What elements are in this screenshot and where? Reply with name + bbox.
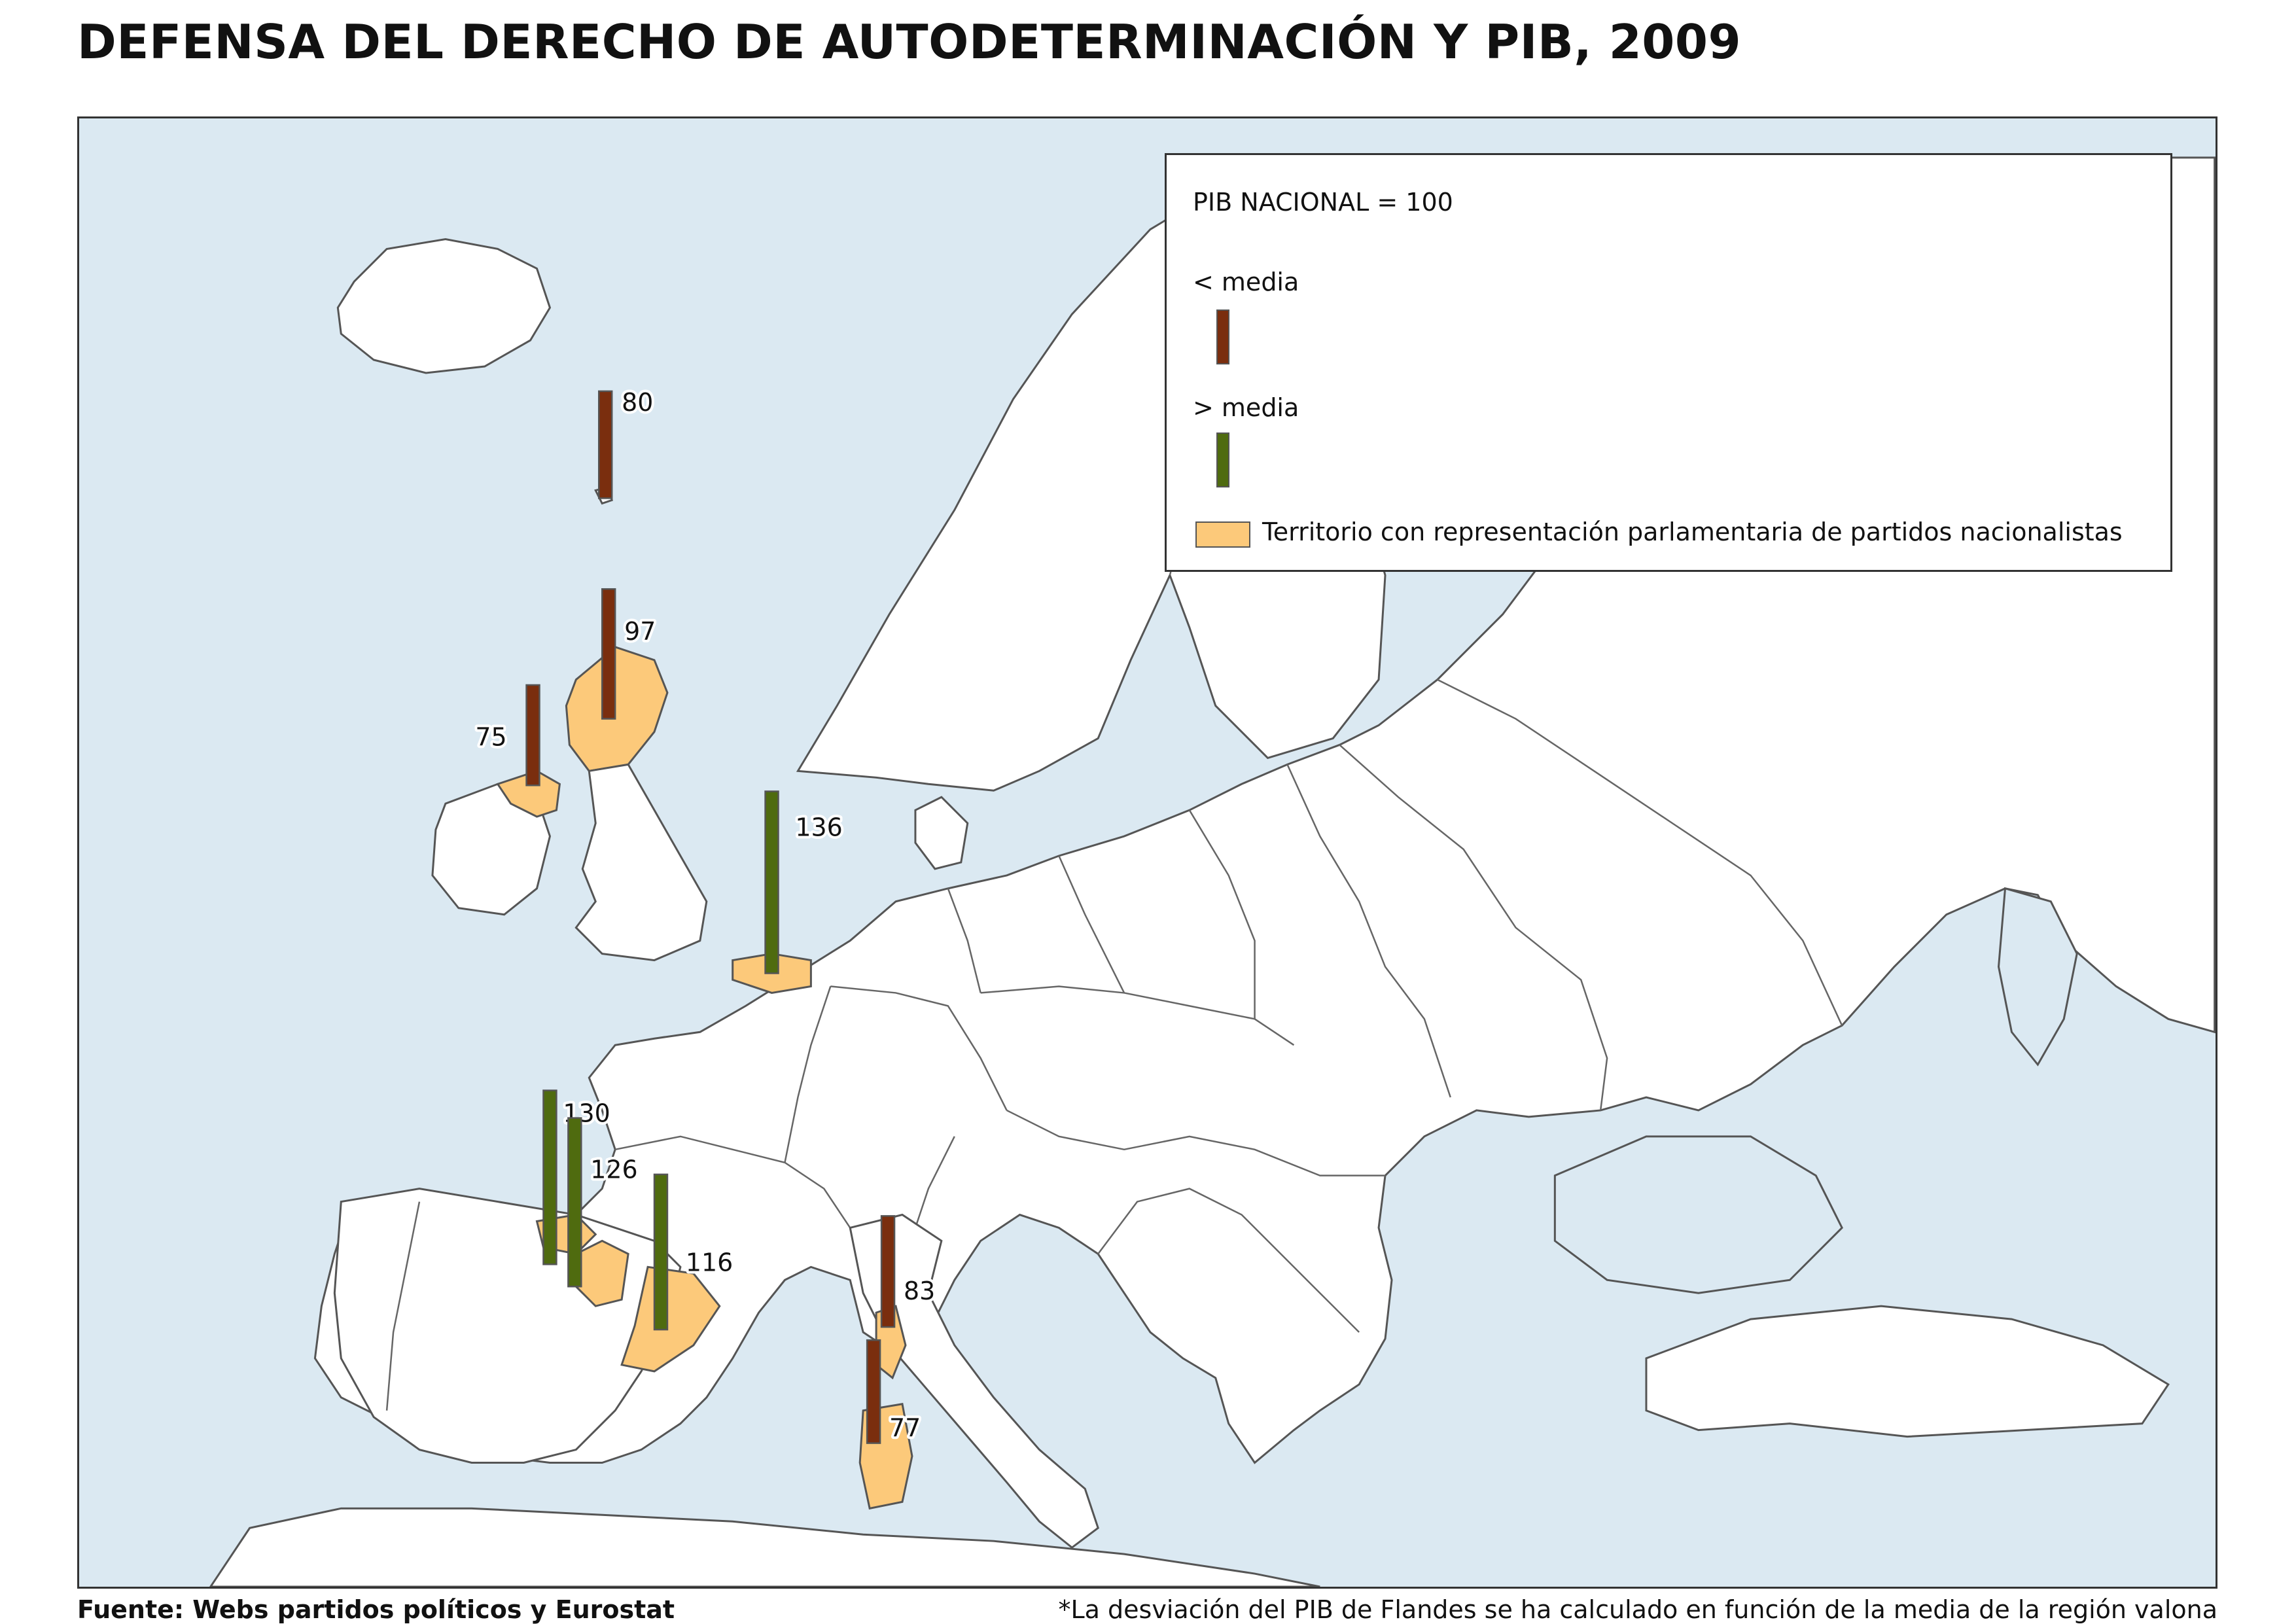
map-title: DEFENSA DEL DERECHO DE AUTODETERMINACIÓN… — [77, 14, 1742, 69]
bar-northern-ireland — [525, 684, 540, 786]
flanders-footnote: *La desviación del PIB de Flandes se ha … — [1058, 1595, 2218, 1624]
legend-above-swatch — [1216, 432, 1229, 487]
bar-faroe — [597, 390, 613, 499]
iceland — [336, 238, 552, 374]
legend-territory-swatch — [1195, 521, 1250, 548]
denmark — [914, 796, 969, 870]
bar-flanders — [764, 790, 779, 974]
bar-basque-country — [542, 1089, 557, 1265]
turkey — [1645, 1305, 2170, 1438]
bar-label-sardinia: 77 — [889, 1414, 921, 1443]
bar-navarre — [567, 1117, 582, 1288]
bar-label-navarre: 126 — [590, 1155, 637, 1184]
legend: PIB NACIONAL = 100 < media > media Terri… — [1165, 153, 2172, 572]
black-sea — [1553, 1135, 1843, 1294]
england-wales — [574, 763, 708, 962]
source-note: Fuente: Webs partidos políticos y Eurost… — [77, 1595, 675, 1624]
caspian-sea — [1998, 887, 2078, 1067]
legend-above-label: > media — [1193, 393, 1299, 422]
legend-heading: PIB NACIONAL = 100 — [1193, 188, 1453, 217]
bar-label-catalonia: 116 — [686, 1248, 733, 1277]
bar-label-faroe: 80 — [622, 388, 653, 417]
bar-catalonia — [653, 1173, 669, 1331]
bar-label-flanders: 136 — [795, 813, 842, 841]
catalonia-territory — [620, 1265, 721, 1373]
legend-below-label: < media — [1193, 268, 1299, 296]
bar-corsica — [880, 1215, 896, 1328]
north-africa — [209, 1507, 1320, 1587]
scotland-territory — [565, 646, 669, 772]
italy — [849, 1213, 1099, 1549]
bar-label-corsica: 83 — [904, 1277, 935, 1305]
bar-label-northern-ireland: 75 — [475, 723, 506, 752]
bar-scotland — [601, 588, 616, 720]
legend-territory-label: Territorio con representación parlamenta… — [1262, 518, 2123, 546]
bar-sardinia — [866, 1339, 881, 1444]
legend-below-swatch — [1216, 309, 1229, 364]
bar-label-scotland: 97 — [624, 617, 656, 646]
